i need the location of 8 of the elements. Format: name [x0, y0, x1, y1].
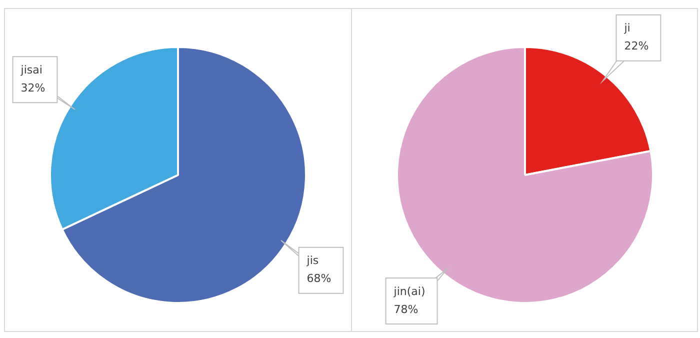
slice-label: jis: [306, 254, 319, 268]
data-label: 78%: [394, 302, 418, 316]
slice-label: jisai: [20, 63, 42, 76]
data-label: 68%: [306, 272, 332, 286]
slice-label: ji: [623, 22, 630, 35]
slice-label: jin(ai): [392, 284, 426, 298]
data-label: 32%: [20, 81, 46, 94]
data-label: 22%: [624, 40, 649, 53]
